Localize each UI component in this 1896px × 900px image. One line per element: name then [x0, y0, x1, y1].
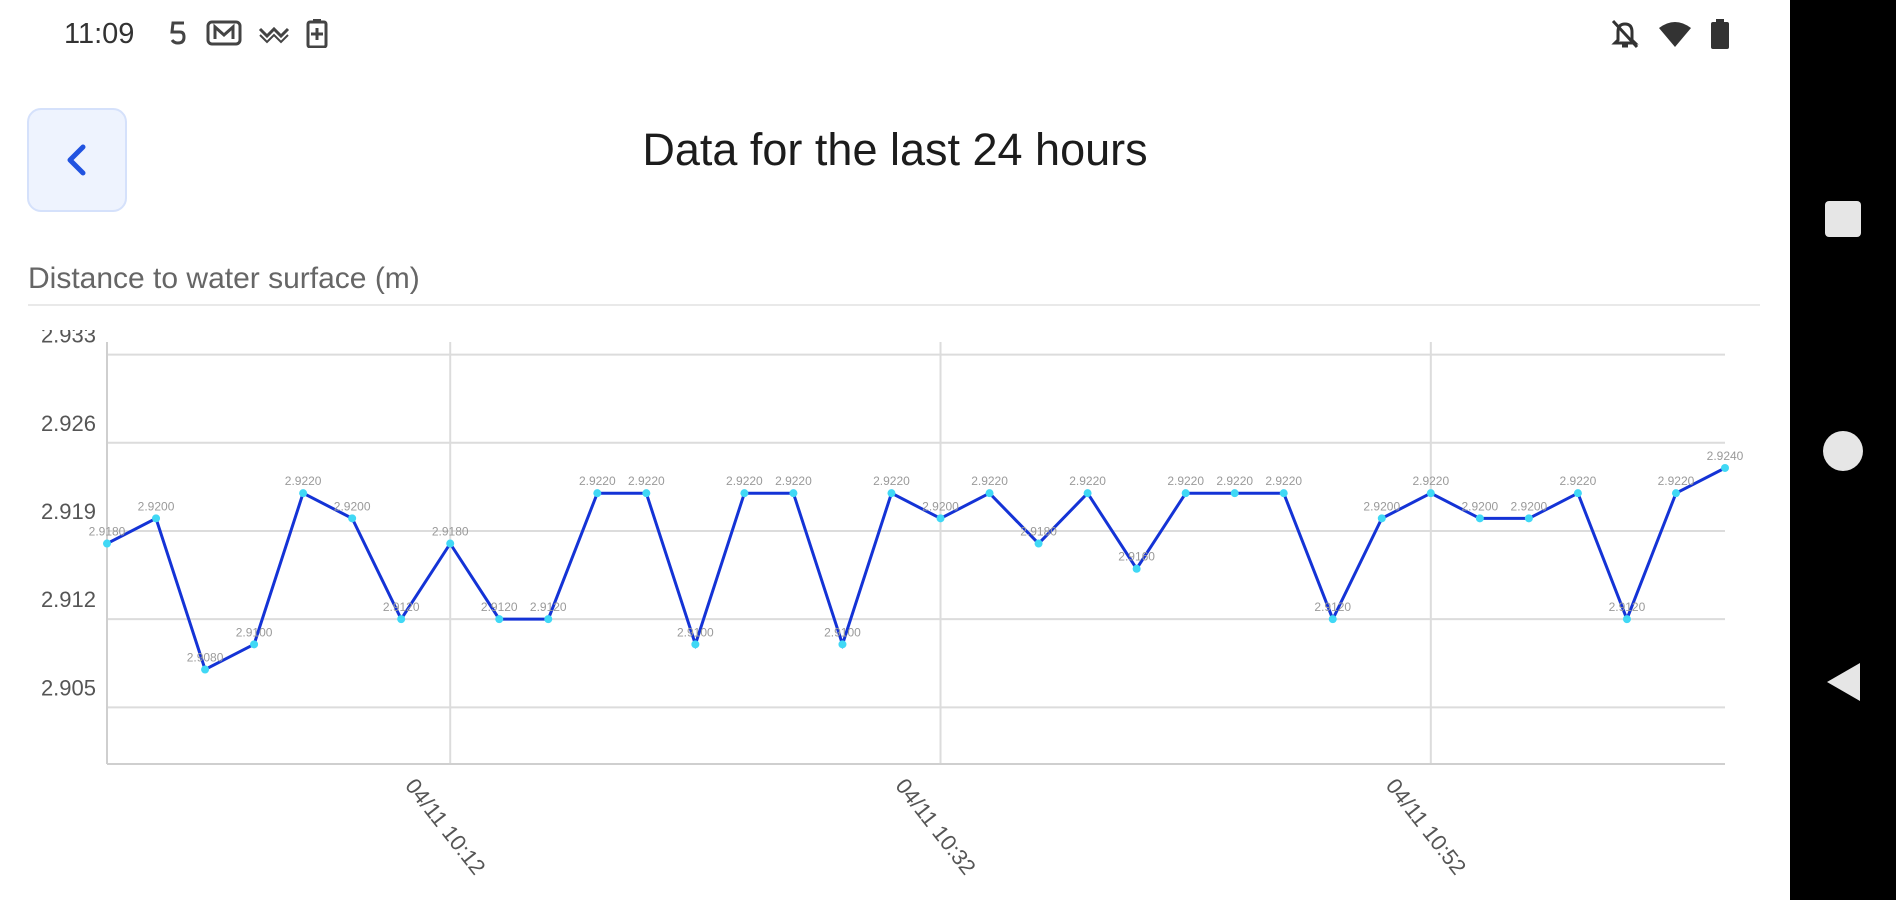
data-label: 2.9220: [1560, 474, 1597, 488]
y-tick-label: 2.926: [41, 411, 96, 436]
data-label: 2.9220: [1216, 474, 1253, 488]
data-point: [495, 615, 504, 624]
data-point: [446, 539, 455, 548]
y-tick-label: 2.912: [41, 587, 96, 612]
data-point: [1475, 514, 1484, 523]
data-point: [1426, 489, 1435, 498]
x-tick-label: 04/11 10:52: [1381, 774, 1471, 880]
data-label: 2.9120: [1314, 600, 1351, 614]
data-label: 2.9180: [1020, 525, 1057, 539]
data-point: [397, 615, 406, 624]
data-point: [250, 640, 259, 649]
data-point: [1524, 514, 1533, 523]
data-point: [1034, 539, 1043, 548]
data-label: 2.9220: [971, 474, 1008, 488]
data-point: [642, 489, 651, 498]
data-label: 2.9220: [1265, 474, 1302, 488]
divider: [28, 304, 1760, 306]
data-label: 2.9200: [1461, 499, 1498, 513]
app-screen: 11:09: [27, 18, 1760, 880]
data-label: 2.9220: [579, 474, 616, 488]
data-point: [1230, 489, 1239, 498]
page-title: Data for the last 24 hours: [642, 124, 1148, 175]
data-point: [1279, 489, 1288, 498]
x-tick-label: 04/11 10:12: [400, 774, 490, 880]
data-label: 2.9100: [677, 625, 714, 639]
data-label: 2.9120: [481, 600, 518, 614]
s-notification-icon: [170, 21, 186, 45]
data-point: [1328, 615, 1337, 624]
data-label: 2.9220: [726, 474, 763, 488]
m-notification-icon: [206, 20, 242, 46]
data-label: 2.9160: [1118, 550, 1155, 564]
data-point: [1377, 514, 1386, 523]
data-label: 2.9180: [89, 525, 126, 539]
data-label: 2.9240: [1707, 449, 1744, 463]
battery-saver-icon: [306, 19, 328, 48]
data-point: [593, 489, 602, 498]
series-line: [106, 466, 1726, 672]
data-label: 2.9200: [138, 499, 175, 513]
data-point: [103, 539, 111, 548]
data-point: [299, 489, 308, 498]
y-tick-label: 2.933: [41, 330, 96, 348]
data-label: 2.9220: [873, 474, 910, 488]
data-point: [1573, 489, 1582, 498]
data-label: 2.9180: [432, 525, 469, 539]
status-time: 11:09: [64, 18, 135, 50]
data-label: 2.9080: [187, 651, 224, 665]
back-button[interactable]: [27, 108, 127, 212]
data-point: [1622, 615, 1631, 624]
data-point: [152, 514, 161, 523]
data-label: 2.9200: [1363, 499, 1400, 513]
data-point: [348, 514, 357, 523]
signal-wave-icon: [258, 26, 290, 44]
data-label: 2.9120: [383, 600, 420, 614]
data-label: 2.9220: [628, 474, 665, 488]
line-chart: 2.905 2.912 2.919 2.926 2.933 04/11 10:12 04/…: [41, 330, 1744, 880]
notifications-off-icon: [1611, 19, 1639, 49]
data-point: [201, 665, 210, 674]
data-label: 2.9200: [922, 499, 959, 513]
system-navigation-bar: [1790, 0, 1896, 900]
data-point: [789, 489, 798, 498]
data-point: [691, 640, 700, 649]
data-point: [740, 489, 749, 498]
data-label: 2.9220: [1069, 474, 1106, 488]
chevron-left-icon: [67, 144, 86, 176]
data-label: 2.9120: [1609, 600, 1646, 614]
circle-home-icon[interactable]: [1820, 428, 1866, 474]
data-label: 2.9220: [775, 474, 812, 488]
data-point: [1083, 489, 1092, 498]
y-tick-label: 2.919: [41, 499, 96, 524]
data-point: [936, 514, 945, 523]
data-label: 2.9220: [1658, 474, 1695, 488]
data-label: 2.9220: [1167, 474, 1204, 488]
data-point: [1721, 463, 1729, 472]
data-point: [544, 615, 553, 624]
triangle-back-icon[interactable]: [1824, 660, 1864, 704]
data-label: 2.9100: [236, 625, 273, 639]
wifi-icon: [1659, 22, 1691, 47]
data-label: 2.9200: [334, 499, 371, 513]
data-label: 2.9220: [1412, 474, 1449, 488]
square-recents-icon[interactable]: [1822, 198, 1864, 240]
data-point: [838, 640, 847, 649]
y-tick-label: 2.905: [41, 675, 96, 700]
data-point: [1181, 489, 1190, 498]
data-point: [887, 489, 896, 498]
status-icons-right: [1610, 18, 1730, 50]
data-label: 2.9200: [1511, 499, 1548, 513]
data-point: [1671, 489, 1680, 498]
status-icons-left: [166, 18, 328, 48]
chart-label: Distance to water surface (m): [28, 262, 420, 295]
data-label: 2.9120: [530, 600, 567, 614]
data-label: 2.9220: [285, 474, 322, 488]
battery-icon: [1711, 19, 1729, 49]
data-label: 2.9100: [824, 625, 861, 639]
data-point: [985, 489, 994, 498]
data-point: [1132, 564, 1141, 573]
x-tick-label: 04/11 10:32: [891, 774, 981, 880]
